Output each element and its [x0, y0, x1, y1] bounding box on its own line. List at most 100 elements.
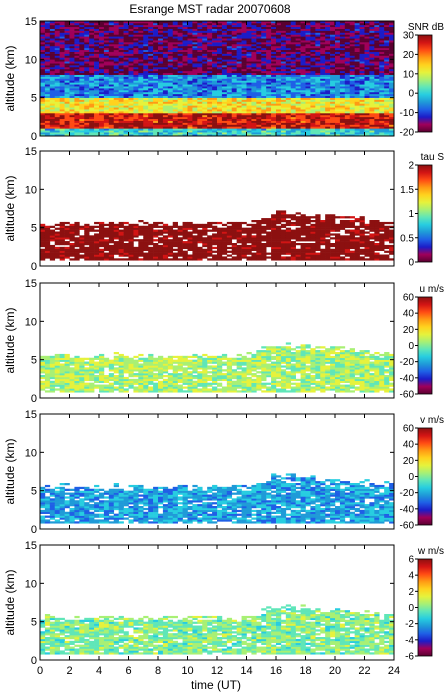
heat-cell [118, 243, 124, 246]
heat-cell [197, 22, 203, 26]
heat-cell [202, 86, 208, 89]
heat-cell [344, 78, 351, 81]
heat-cell [339, 72, 346, 75]
heat-cell [330, 90, 336, 93]
heat-cell [231, 59, 237, 62]
heat-cell [379, 24, 385, 28]
heat-cell [113, 34, 119, 37]
heat-cell [79, 126, 85, 129]
heat-cell [79, 76, 85, 79]
heat-cell [182, 51, 188, 54]
heat-cell [305, 126, 311, 129]
heat-cell [217, 88, 223, 91]
heat-cell [354, 57, 360, 60]
heat-cell [148, 76, 154, 79]
heat-cell [295, 30, 301, 33]
heat-cell [113, 55, 119, 58]
heat-cell [330, 30, 336, 33]
heat-cell [128, 34, 134, 37]
heat-cell [138, 72, 144, 75]
heat-cell [310, 95, 316, 98]
heat-cell [187, 113, 193, 116]
heat-cell [99, 26, 105, 29]
heat-cell [207, 132, 213, 135]
heat-cell [310, 107, 316, 110]
heat-cell [369, 86, 375, 89]
heat-cell [79, 95, 85, 98]
heat-cell [335, 103, 341, 106]
heat-cell [182, 244, 188, 248]
heat-cell [354, 68, 360, 72]
heat-cell [182, 78, 188, 81]
heat-cell [212, 93, 218, 97]
heat-cell [44, 78, 51, 81]
heat-cell [123, 122, 129, 125]
heat-cell [153, 250, 159, 253]
heat-cell [197, 38, 203, 41]
heat-cell [374, 59, 380, 62]
heat-cell [197, 36, 203, 39]
heat-cell [89, 28, 95, 31]
heat-cell [212, 80, 218, 83]
heat-cell [158, 78, 164, 81]
heat-cell [241, 22, 247, 26]
heat-cell [172, 120, 178, 123]
heat-cell [84, 95, 90, 98]
heat-cell [207, 244, 213, 248]
heat-cell [290, 93, 296, 97]
heat-cell [74, 120, 80, 123]
heat-cell [74, 68, 80, 72]
heat-cell [192, 93, 198, 97]
heat-cell [148, 252, 154, 255]
heat-cell [335, 22, 341, 26]
heat-cell [54, 28, 60, 31]
heat-cell [84, 70, 90, 74]
heat-cell [162, 21, 169, 24]
heat-cell [167, 97, 174, 100]
heat-cell [305, 86, 311, 89]
heat-cell [153, 21, 159, 24]
heat-cell [89, 80, 95, 83]
heat-cell [118, 26, 124, 29]
heat-cell [148, 258, 154, 261]
heat-cell [221, 109, 228, 112]
heat-cell [108, 47, 115, 51]
heat-cell [79, 237, 85, 240]
heat-cell [379, 101, 385, 104]
heat-cell [374, 45, 380, 49]
heat-cell [187, 235, 193, 238]
heat-cell [187, 57, 193, 60]
heat-cell [197, 42, 203, 45]
heat-cell [69, 57, 75, 60]
heat-cell [187, 246, 193, 250]
heat-cell [128, 229, 134, 232]
heat-cell [40, 24, 46, 28]
heat-cell [79, 68, 85, 72]
heat-cell [192, 36, 198, 39]
heat-cell [172, 258, 178, 261]
heat-cell [167, 74, 174, 77]
heat-cell [325, 122, 331, 125]
heat-cell [143, 130, 149, 133]
heat-cell [197, 124, 203, 127]
heat-cell [84, 82, 90, 85]
heat-cell [69, 239, 75, 242]
heat-cell [182, 88, 188, 91]
heat-cell [59, 239, 65, 242]
heat-cell [172, 34, 178, 37]
heat-cell [143, 84, 149, 87]
heat-cell [305, 91, 311, 95]
heat-cell [44, 252, 51, 255]
heat-cell [162, 80, 169, 83]
heat-cell [162, 116, 169, 120]
heat-cell [202, 84, 208, 87]
heat-cell [354, 91, 360, 95]
heat-cell [108, 22, 115, 26]
heat-cell [49, 124, 56, 127]
heat-cell [369, 95, 375, 98]
heat-cell [69, 42, 75, 45]
heat-cell [271, 105, 277, 108]
heat-cell [133, 126, 139, 129]
heat-cell [94, 101, 100, 104]
heat-cell [123, 93, 129, 97]
